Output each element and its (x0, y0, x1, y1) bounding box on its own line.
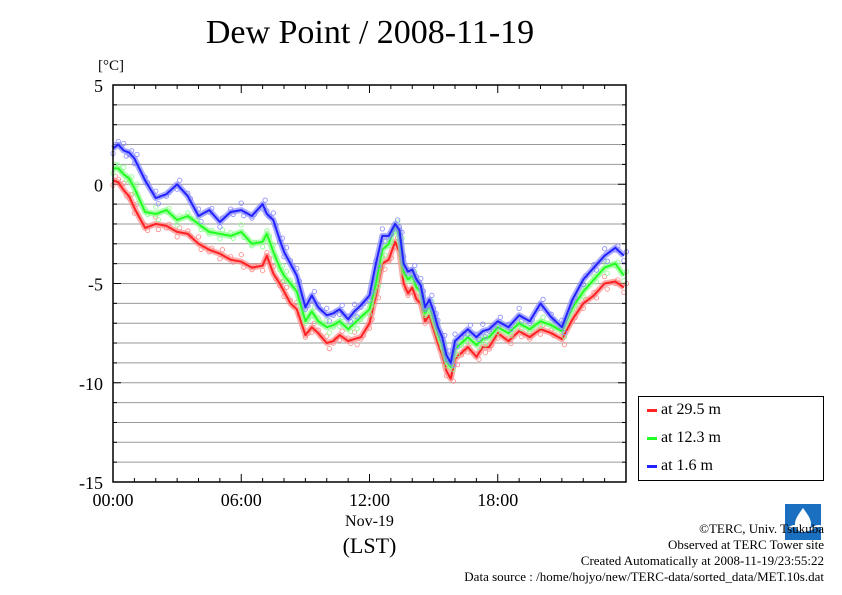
y-tick-label: -5 (88, 275, 103, 295)
data-point (540, 296, 546, 302)
data-point (452, 331, 458, 337)
credits-block: ©TERC, Univ. Tsukuba Observed at TERC To… (464, 521, 824, 585)
legend-swatch-green (647, 436, 657, 440)
data-point (326, 330, 332, 336)
data-point (174, 234, 180, 240)
data-point (482, 334, 488, 340)
data-point (121, 140, 127, 147)
y-tick-label: 0 (94, 175, 103, 195)
data-point (262, 197, 268, 203)
data-point (121, 164, 127, 170)
data-point (482, 342, 488, 348)
data-point (155, 201, 161, 207)
data-point (480, 321, 486, 327)
data-point (395, 217, 401, 223)
terc-logo-icon (785, 504, 823, 540)
legend-item-12-3m: at 12.3 m (647, 429, 721, 447)
x-tick-label: 12:00 (349, 490, 390, 510)
data-point (561, 330, 568, 336)
data-point (379, 226, 385, 232)
data-point (561, 334, 568, 340)
data-point (326, 318, 332, 324)
legend-label: at 12.3 m (661, 429, 721, 446)
legend-label: at 29.5 m (661, 401, 721, 418)
data-point (339, 302, 345, 308)
data-point (177, 177, 183, 183)
credit-copyright: ©TERC, Univ. Tsukuba (699, 521, 824, 536)
data-point (153, 204, 159, 210)
legend-label: at 1.6 m (661, 457, 713, 474)
data-point (354, 314, 360, 320)
x-timezone-label: (LST) (343, 533, 397, 558)
data-point (198, 218, 204, 225)
data-point (326, 346, 332, 352)
data-point (324, 305, 330, 311)
data-point (604, 286, 610, 292)
data-point (238, 222, 244, 228)
data-point (217, 236, 223, 242)
data-point (561, 342, 568, 348)
credit-created: Created Automatically at 2008-11-19/23:5… (580, 553, 824, 568)
chart-title: Dew Point / 2008-11-19 (205, 14, 535, 51)
data-point (270, 210, 276, 216)
data-point (604, 258, 610, 264)
data-point (217, 224, 223, 230)
series-line (113, 167, 625, 368)
data-point (260, 244, 266, 250)
data-point (260, 267, 266, 274)
y-tick-label: 5 (94, 76, 103, 96)
data-point (351, 301, 358, 307)
series-line (112, 143, 625, 364)
credit-site: Observed at TERC Tower site (667, 537, 824, 552)
legend: at 29.5 m at 12.3 m at 1.6 m (638, 396, 824, 481)
legend-swatch-blue (647, 464, 657, 468)
data-point (604, 270, 610, 276)
data-point (354, 326, 360, 332)
data-point (195, 234, 202, 240)
data-point (351, 329, 358, 335)
y-axis-label: [°C] (98, 58, 124, 74)
data-point (155, 226, 161, 233)
data-point (602, 273, 608, 280)
data-point (238, 252, 244, 258)
series-line (112, 179, 625, 380)
plot-frame (112, 84, 627, 483)
y-tick-label: -15 (79, 473, 103, 493)
data-point (602, 246, 608, 252)
y-tick-label: -10 (79, 374, 103, 394)
x-date-label: Nov-19 (345, 513, 394, 530)
data-point (155, 216, 161, 223)
x-tick-label: 00:00 (92, 490, 133, 510)
data-point (482, 349, 488, 356)
series-band (111, 177, 626, 382)
data-point (238, 200, 244, 206)
x-tick-label: 18:00 (477, 490, 518, 510)
data-point (354, 342, 360, 348)
data-point (429, 292, 435, 299)
data-point (412, 263, 418, 269)
data-point (467, 322, 473, 328)
legend-item-1-6m: at 1.6 m (647, 457, 713, 475)
legend-swatch-red (647, 408, 657, 412)
x-tick-label: 06:00 (221, 490, 262, 510)
data-point (174, 222, 180, 228)
data-point (311, 288, 317, 295)
data-point (516, 305, 522, 311)
legend-item-29-5m: at 29.5 m (647, 401, 721, 419)
credit-source: Data source : /home/hojyo/new/TERC-data/… (464, 569, 824, 584)
